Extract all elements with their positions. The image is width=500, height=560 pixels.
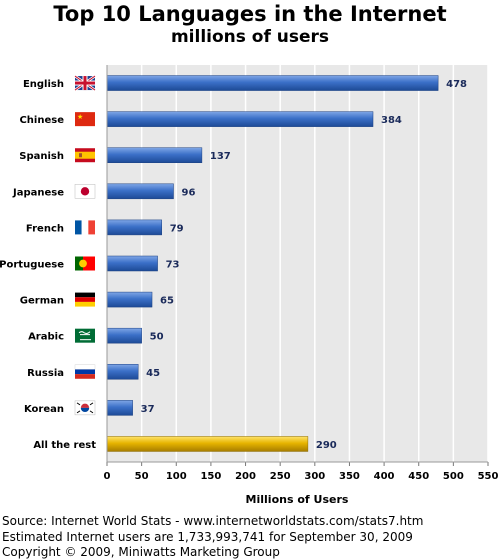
bar-chinese bbox=[106, 111, 374, 127]
x-tick-label: 0 bbox=[104, 471, 111, 482]
category-label: Arabic bbox=[28, 332, 64, 343]
bar-french bbox=[106, 219, 162, 236]
france-flag-icon bbox=[75, 220, 95, 235]
bars: 478 384 137 96 79 73 65 50 45 37 290 bbox=[106, 75, 467, 452]
value-label: 50 bbox=[150, 332, 164, 343]
south-korea-flag-icon bbox=[74, 400, 96, 416]
category-label: All the rest bbox=[33, 440, 96, 451]
category-label: Korean bbox=[24, 404, 64, 415]
value-label: 96 bbox=[182, 187, 196, 198]
value-label: 79 bbox=[170, 223, 184, 234]
bar-portuguese bbox=[106, 255, 158, 272]
estimate-text: Estimated Internet users are 1,733,993,7… bbox=[2, 530, 413, 544]
value-label: 37 bbox=[141, 404, 155, 415]
x-axis-label: Millions of Users bbox=[246, 493, 349, 506]
japan-flag-icon bbox=[74, 184, 96, 199]
x-tick-label: 500 bbox=[443, 471, 464, 482]
x-tick-label: 50 bbox=[135, 471, 149, 482]
plot-background bbox=[107, 65, 488, 462]
category-label: Portuguese bbox=[0, 260, 64, 271]
germany-flag-icon bbox=[75, 292, 95, 307]
value-label: 137 bbox=[210, 151, 231, 162]
uk-flag-icon bbox=[74, 74, 96, 92]
category-label: Japanese bbox=[12, 187, 64, 198]
portugal-flag-icon bbox=[75, 256, 95, 271]
x-tick-label: 250 bbox=[270, 471, 291, 482]
x-tick-label: 550 bbox=[478, 471, 499, 482]
bar-german bbox=[106, 291, 153, 308]
value-label: 45 bbox=[146, 368, 160, 379]
value-label: 73 bbox=[166, 260, 180, 271]
x-axis: 0 50 100 150 200 250 300 350 400 450 500 550 bbox=[104, 461, 499, 482]
x-tick-label: 450 bbox=[408, 471, 429, 482]
grid-lines bbox=[140, 65, 489, 462]
category-label: Russia bbox=[27, 368, 64, 379]
bar-korean bbox=[106, 400, 133, 416]
bar-russia bbox=[106, 364, 139, 380]
category-label: German bbox=[20, 296, 64, 307]
bar-arabic bbox=[106, 327, 142, 344]
bar-english bbox=[106, 75, 439, 91]
bar-spanish bbox=[106, 147, 203, 163]
x-tick-label: 200 bbox=[235, 471, 256, 482]
value-label: 65 bbox=[160, 296, 174, 307]
value-label: 384 bbox=[381, 115, 402, 126]
value-label: 290 bbox=[316, 440, 337, 451]
spain-flag-icon bbox=[75, 148, 95, 163]
y-axis: English Chinese ★ Spanish Japanese French Port… bbox=[0, 65, 108, 462]
china-flag-icon: ★ bbox=[75, 112, 95, 127]
x-tick-label: 300 bbox=[304, 471, 325, 482]
category-label: Spanish bbox=[19, 151, 64, 162]
copyright-text: Copyright © 2009, Miniwatts Marketing Gr… bbox=[2, 545, 280, 559]
plot-area bbox=[107, 65, 488, 462]
x-tick-label: 150 bbox=[200, 471, 221, 482]
bar-chart: 478 384 137 96 79 73 65 50 45 37 290 0 50 100 150 200 2… bbox=[0, 65, 499, 506]
x-tick-label: 100 bbox=[166, 471, 187, 482]
russia-flag-icon bbox=[74, 364, 96, 379]
chart-subtitle: millions of users bbox=[170, 27, 330, 47]
chart-title: Top 10 Languages in the Internet bbox=[53, 2, 447, 26]
bar-all-the-rest bbox=[106, 436, 309, 452]
bar-japanese bbox=[106, 183, 174, 200]
source-text: Source: Internet World Stats - www.inter… bbox=[2, 514, 424, 528]
saudi-arabia-flag-icon bbox=[75, 328, 95, 343]
svg-text:★: ★ bbox=[77, 113, 83, 121]
value-label: 478 bbox=[446, 79, 467, 90]
category-label: English bbox=[23, 79, 64, 90]
category-label: French bbox=[26, 223, 64, 234]
category-label: Chinese bbox=[19, 115, 64, 126]
x-tick-label: 350 bbox=[339, 471, 360, 482]
x-tick-label: 400 bbox=[374, 471, 395, 482]
